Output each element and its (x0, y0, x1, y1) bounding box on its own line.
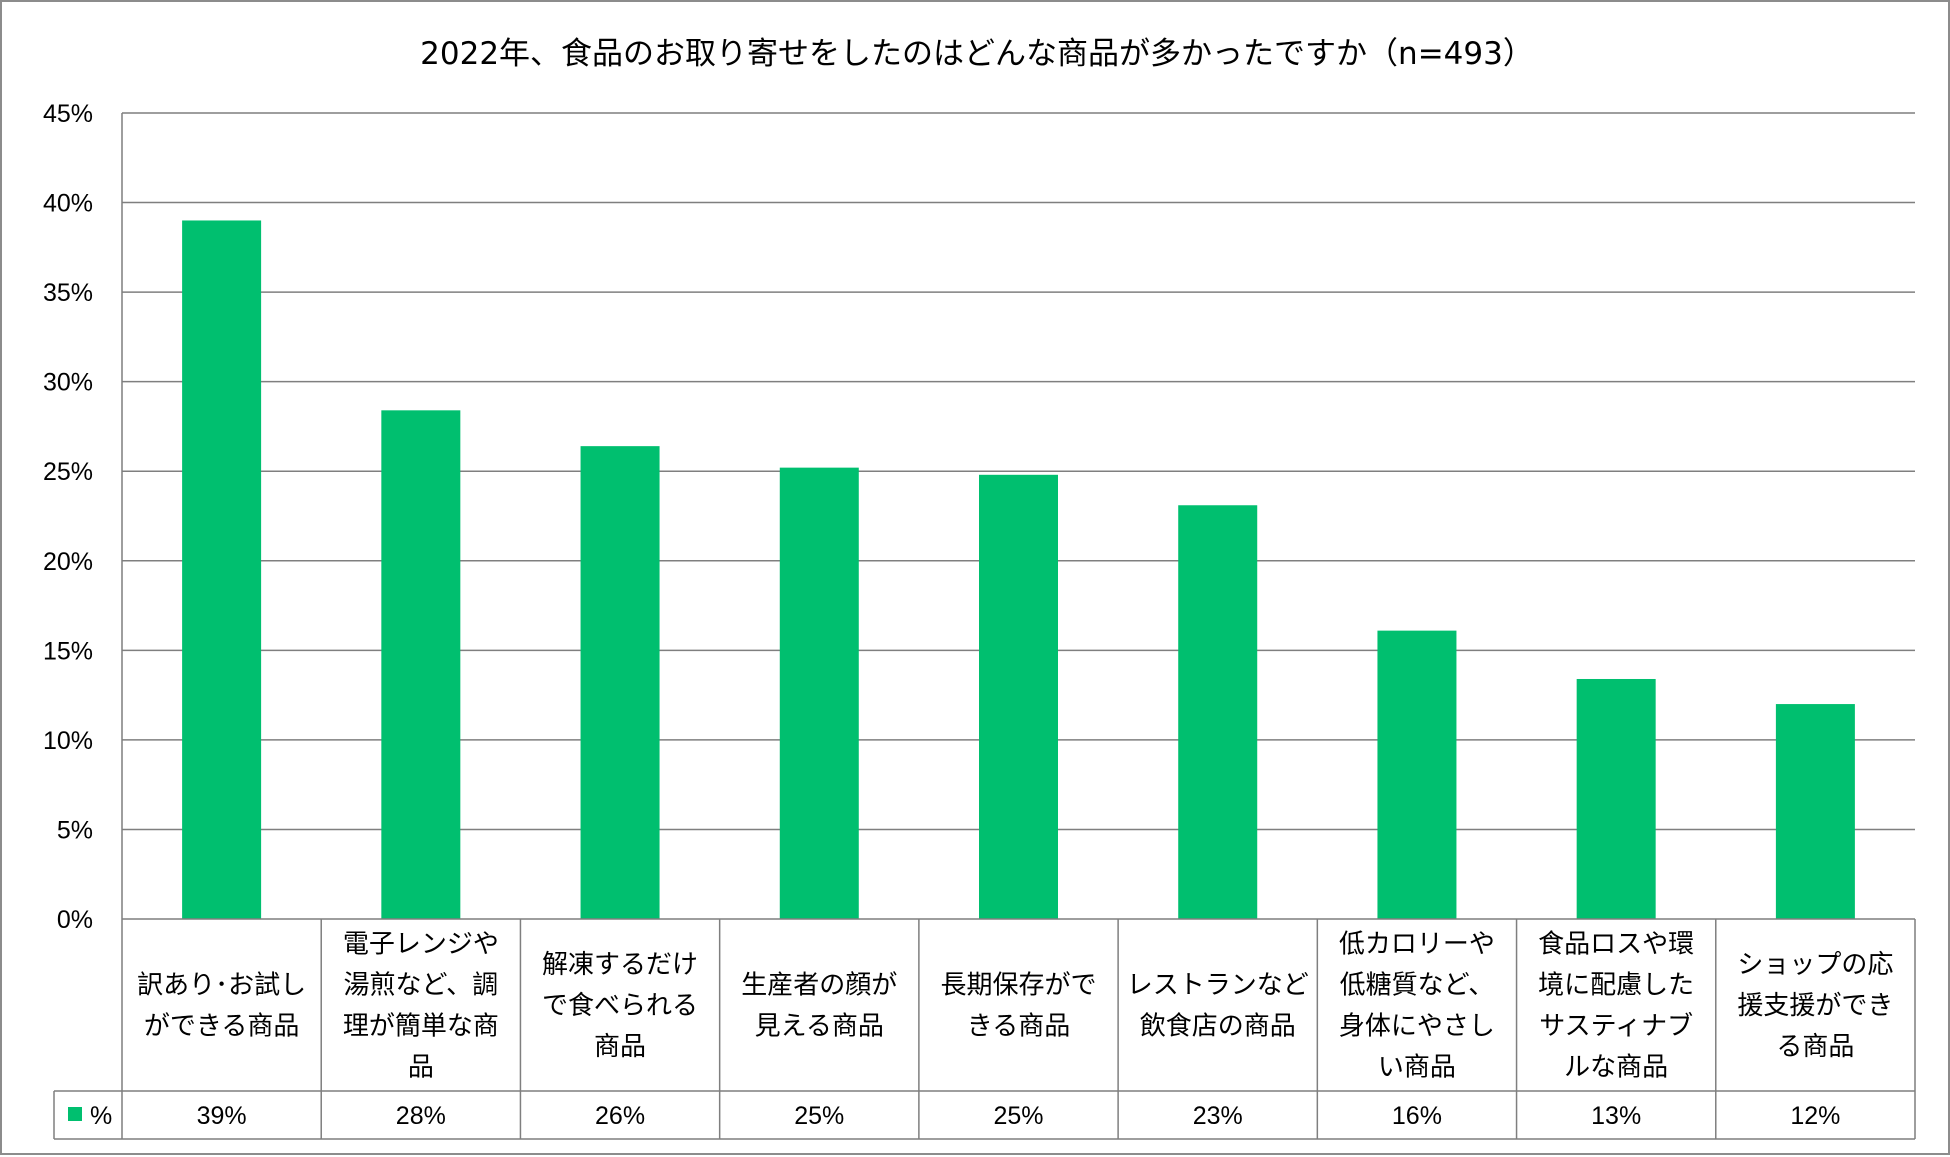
category-label: 長期保存ができる商品 (940, 971, 1096, 1042)
y-tick-label: 5% (57, 816, 93, 844)
data-label: 26% (595, 1102, 645, 1130)
legend-swatch (68, 1107, 82, 1121)
y-axis-ticks: 0% 5% 10% 15% 20% 25% 30% 35% 40% 45% (43, 100, 93, 934)
data-label: 28% (396, 1102, 446, 1130)
bars (182, 220, 1855, 919)
y-tick-label: 15% (43, 637, 93, 665)
y-tick-label: 35% (43, 279, 93, 307)
bar (182, 220, 262, 919)
category-label-line: 品 (408, 1053, 434, 1083)
category-label-line: きる商品 (967, 1012, 1070, 1042)
category-label: 電子レンジや湯煎など、調理が簡単な商品 (343, 930, 499, 1083)
category-label-line: 見える商品 (755, 1012, 884, 1042)
category-label-line: 訳あり･お試し (137, 971, 306, 1001)
category-label-line: 電子レンジや (343, 930, 499, 960)
category-label-line: い商品 (1378, 1053, 1456, 1083)
category-label-line: 食品ロスや環 (1538, 930, 1694, 960)
category-label-line: 理が簡単な商 (343, 1012, 499, 1042)
category-label-line: 解凍するだけ (542, 950, 698, 980)
category-label-line: 援支援ができ (1737, 991, 1893, 1021)
category-label: 訳あり･お試しができる商品 (137, 971, 306, 1042)
category-label-line: る商品 (1776, 1032, 1854, 1062)
bar (1775, 704, 1855, 919)
category-label-line: 長期保存がで (940, 971, 1096, 1001)
category-label-line: サスティナブ (1539, 1012, 1693, 1042)
category-label-line: で食べられる (542, 991, 698, 1021)
category-label-line: ルな商品 (1564, 1053, 1668, 1083)
category-label-line: ショップの応 (1737, 950, 1893, 980)
bar (1178, 505, 1258, 919)
category-label-line: ができる商品 (144, 1012, 299, 1042)
category-label-line: レストランなど (1127, 971, 1309, 1001)
bar (1576, 678, 1656, 919)
y-tick-label: 40% (43, 190, 93, 218)
data-label: 12% (1790, 1102, 1840, 1130)
category-label: 低カロリーや低糖質など、身体にやさしい商品 (1339, 930, 1495, 1083)
category-label: ショップの応援支援ができる商品 (1737, 950, 1893, 1062)
y-tick-label: 45% (43, 100, 93, 128)
category-label-line: 生産者の顔が (741, 971, 897, 1001)
category-label: 食品ロスや環境に配慮したサスティナブルな商品 (1538, 930, 1694, 1083)
category-label-line: 商品 (594, 1032, 646, 1062)
bar (580, 446, 660, 919)
data-label: 16% (1392, 1102, 1442, 1130)
data-label: 39% (197, 1102, 247, 1130)
data-label: 25% (993, 1102, 1043, 1130)
category-label-line: 境に配慮した (1538, 971, 1694, 1001)
bar (1377, 630, 1457, 919)
category-label-line: 身体にやさし (1339, 1012, 1495, 1042)
y-tick-label: 25% (43, 458, 93, 486)
y-tick-label: 0% (57, 906, 93, 934)
category-label-line: 低カロリーや (1339, 930, 1495, 960)
bar (381, 410, 461, 919)
category-label-line: 湯煎など、調 (343, 971, 498, 1001)
data-label: 13% (1591, 1102, 1641, 1130)
bar (779, 467, 859, 919)
y-tick-label: 10% (43, 727, 93, 755)
data-table: 訳あり･お試しができる商品電子レンジや湯煎など、調理が簡単な商品解凍するだけで食… (53, 918, 1916, 1140)
category-label: 生産者の顔が見える商品 (741, 971, 897, 1042)
category-label-line: 飲食店の商品 (1140, 1012, 1296, 1042)
legend-label: % (90, 1102, 112, 1130)
category-label: レストランなど飲食店の商品 (1127, 971, 1309, 1042)
category-label-line: 低糖質など、 (1340, 971, 1495, 1001)
category-label: 解凍するだけで食べられる商品 (542, 950, 698, 1062)
data-label: 23% (1193, 1102, 1243, 1130)
data-label: 25% (794, 1102, 844, 1130)
chart-title: 2022年、食品のお取り寄せをしたのはどんな商品が多かったですか（n=493） (420, 36, 1534, 72)
y-tick-label: 20% (43, 548, 93, 576)
y-tick-label: 30% (43, 369, 93, 397)
bar (979, 474, 1058, 919)
